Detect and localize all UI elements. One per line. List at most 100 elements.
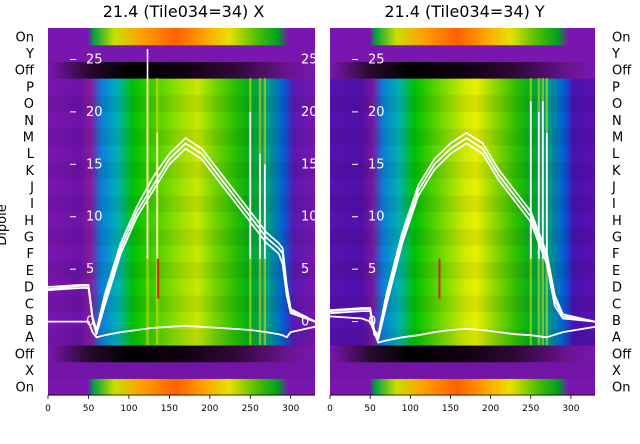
row-label: G [612, 231, 622, 246]
chart-title: 21.4 (Tile034=34) Y [384, 2, 545, 21]
row-label: X [25, 364, 34, 379]
row-label: M [612, 130, 623, 145]
heatmap-row [330, 311, 595, 329]
row-label: Off [612, 347, 632, 362]
x-tick-label: 150 [161, 404, 178, 414]
heatmap-row-shade [330, 161, 595, 179]
row-label: D [24, 281, 34, 296]
row-label: G [24, 231, 34, 246]
heatmap-row [330, 128, 595, 146]
row-label: On [16, 381, 34, 396]
row-label: J [611, 180, 616, 195]
x-tick-label: 100 [402, 404, 419, 414]
y-tick-label: 10 [368, 210, 385, 225]
row-label: A [612, 331, 621, 346]
row-label: Y [611, 47, 620, 62]
row-label: Off [15, 347, 35, 362]
heatmap-row [48, 178, 315, 196]
row-label: On [16, 30, 34, 45]
row-label: Y [25, 47, 34, 62]
heatmap-row [48, 211, 315, 229]
row-label: B [25, 314, 34, 329]
chart-title: 21.4 (Tile034=34) X [103, 2, 265, 21]
series-line-4 [329, 315, 596, 344]
x-tick-label: 50 [364, 404, 376, 414]
y-axis-label: Dipole [0, 204, 10, 245]
x-tick-label: 250 [242, 404, 259, 414]
x-tick-label: 0 [45, 404, 51, 414]
heatmap-hotspot [438, 258, 441, 299]
x-tick-label: 300 [282, 404, 299, 414]
heatmap-row [48, 61, 315, 79]
x-tick-label: 150 [442, 404, 459, 414]
x-tick-label: 200 [482, 404, 499, 414]
heatmap-row-shade [48, 161, 315, 179]
y-tick-label: 25 [86, 52, 103, 67]
heatmap-row [330, 294, 595, 313]
heatmap-row-shade [330, 328, 595, 346]
row-label: K [25, 164, 34, 179]
heatmap-row [330, 111, 595, 129]
heatmap-row [330, 361, 595, 379]
x-tick-label: 200 [201, 404, 218, 414]
row-label: P [26, 80, 34, 95]
y-tick-label: 20 [368, 105, 385, 120]
heatmap-row [48, 94, 315, 113]
x-tick-label: 250 [522, 404, 539, 414]
row-label: E [26, 264, 34, 279]
heatmap-row [48, 244, 315, 263]
heatmap-row [330, 211, 595, 229]
heatmap-row [48, 378, 315, 396]
heatmap-row [330, 278, 595, 296]
heatmap-row [330, 328, 595, 346]
row-label: X [612, 364, 621, 379]
heatmap-row [48, 128, 315, 146]
heatmap-row [330, 28, 595, 46]
row-label: On [612, 30, 630, 45]
series-line-4 [48, 320, 316, 339]
y-tick-label: 10 [86, 210, 103, 225]
y-tick-label-right: 5 [301, 262, 309, 277]
row-label: N [24, 114, 34, 129]
row-label: O [24, 97, 34, 112]
heatmap-row [330, 78, 595, 96]
series-line-3 [329, 131, 596, 337]
x-tick-label: 300 [562, 404, 579, 414]
heatmap-row-shade [48, 328, 315, 346]
series-line-3 [47, 137, 316, 331]
heatmap-row [48, 44, 315, 62]
heatmap-row [48, 161, 315, 179]
y-tick-label: 5 [368, 262, 376, 277]
y-tick-label: 0 [368, 315, 376, 330]
row-label: I [30, 197, 34, 212]
heatmap-row [48, 361, 315, 379]
row-label: C [612, 297, 621, 312]
x-tick-label: 50 [83, 404, 95, 414]
heatmap-row [48, 28, 315, 46]
y-tick-label-right: 25 [301, 52, 318, 67]
row-label: B [612, 314, 621, 329]
heatmap-row [48, 78, 315, 96]
heatmap-row [48, 344, 315, 363]
heatmap-row [330, 144, 595, 163]
heatmap-row-shade [48, 128, 315, 146]
row-label: O [612, 97, 622, 112]
heatmap-row [48, 228, 315, 246]
y-tick-label: 20 [86, 105, 103, 120]
heatmap-row [48, 294, 315, 313]
heatmap-row [330, 161, 595, 179]
row-label: H [24, 214, 34, 229]
heatmap-row-shade [48, 361, 315, 379]
row-label: K [612, 164, 621, 179]
y-tick-label: 15 [86, 157, 103, 172]
y-tick-label: 5 [86, 262, 94, 277]
row-label: A [25, 331, 34, 346]
heatmap-row-shade [48, 294, 315, 313]
heatmap-row [330, 94, 595, 113]
heatmap-row-shade [330, 128, 595, 146]
row-label: I [612, 197, 616, 212]
row-label: C [25, 297, 34, 312]
